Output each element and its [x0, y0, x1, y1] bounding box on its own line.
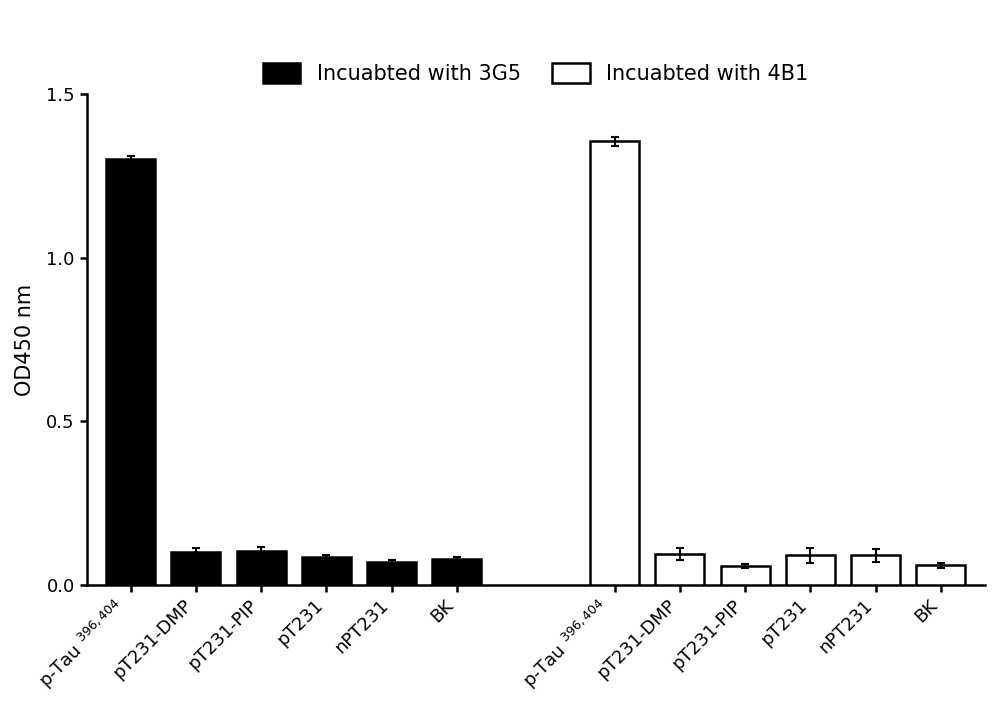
Bar: [367, 562, 416, 585]
Bar: [786, 556, 835, 585]
Bar: [851, 556, 900, 585]
Bar: [106, 159, 155, 585]
Bar: [655, 554, 704, 585]
Bar: [721, 566, 770, 585]
Bar: [916, 565, 965, 585]
Legend: Incuabted with 3G5, Incuabted with 4B1: Incuabted with 3G5, Incuabted with 4B1: [254, 55, 817, 93]
Bar: [590, 142, 639, 585]
Y-axis label: OD450 nm: OD450 nm: [15, 283, 35, 396]
Bar: [237, 551, 286, 585]
Bar: [171, 552, 220, 585]
Bar: [432, 559, 481, 585]
Bar: [302, 557, 351, 585]
